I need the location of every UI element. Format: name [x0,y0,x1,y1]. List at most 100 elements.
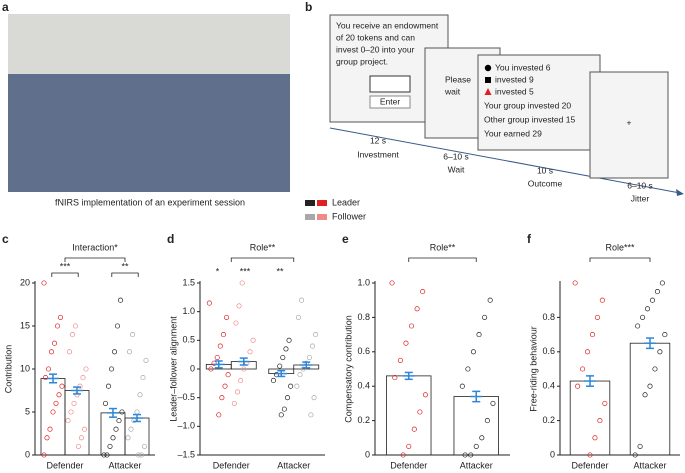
data-point [487,297,493,303]
data-point [51,340,58,346]
data-point [143,357,149,363]
screen-text: invest 0–20 into your [336,44,415,54]
data-point [284,395,291,401]
y-tick-label: 0.6 [542,346,555,356]
y-tick-label: 0 [365,449,370,459]
significance: ** [276,266,284,276]
significance: *** [240,266,251,276]
data-point [57,314,64,320]
y-axis-label: Leader–follower alignment [168,316,178,422]
y-tick-label: 5 [25,406,30,416]
data-point [125,435,131,441]
data-point [107,443,113,449]
data-point [313,332,319,338]
data-point [41,280,47,286]
data-point [134,409,140,415]
data-point [408,323,415,329]
panel-label: f [527,232,532,246]
screen-text: wait [444,86,461,96]
data-point [111,349,118,355]
stage-name: Investment [357,149,399,159]
data-point [280,354,286,361]
data-point [647,383,653,389]
data-point [652,366,658,372]
data-point [104,452,110,458]
data-point [278,412,284,418]
data-point [420,289,426,295]
x-tick-label: Defender [46,460,83,470]
data-point [113,426,119,432]
data-point [108,366,115,372]
data-point [406,443,412,449]
data-point [234,389,241,395]
data-point [80,375,86,381]
data-point [288,383,294,389]
screen-text: Your earned 29 [484,128,542,138]
y-tick-label: 0.4 [542,381,555,391]
bracket [230,257,295,262]
y-tick-label: 0 [550,449,555,459]
data-point [75,443,82,449]
data-point [459,383,465,389]
y-tick-label: 0.8 [357,312,370,322]
y-tick-label: 0.6 [357,346,370,356]
y-tick-label: 0.4 [357,381,370,391]
data-point [640,314,646,320]
screen-text: invested 5 [495,86,534,96]
data-point [241,366,247,372]
y-tick-label: 0 [25,449,30,459]
photo-caption: fNIRS implementation of an experiment se… [55,197,245,207]
bar [569,380,611,456]
data-point [283,346,289,352]
y-tick-label: 0.5 [182,335,195,345]
data-point [482,314,488,320]
data-point [484,418,490,424]
data-point [597,418,603,424]
legend-label: Leader [332,197,360,207]
stage-duration: 6–10 s [443,151,469,161]
data-point [389,280,395,286]
legend-swatch [305,214,315,220]
panel-label: a [2,0,9,14]
y-tick-label: 1.0 [357,277,370,287]
fixation: + [627,117,632,127]
bracket [408,257,477,262]
data-point [208,366,214,372]
button [369,95,411,109]
data-point [277,363,283,369]
stage-name: Wait [448,164,465,174]
y-tick-label: 0.2 [542,415,555,425]
data-point [126,349,133,355]
data-point [470,349,477,355]
stage-name: Outcome [528,178,563,188]
data-point [47,426,53,432]
data-point [400,452,406,458]
data-point [270,377,276,384]
significance: Role*** [605,242,635,252]
panel-label: d [167,232,174,246]
x-tick-label: Attacker [108,460,141,470]
data-point [300,366,306,372]
data-point [48,349,55,355]
bracket [111,272,139,277]
data-point [572,280,578,286]
data-point [632,452,638,458]
data-point [411,426,417,432]
data-point [54,323,61,329]
data-point [217,343,223,349]
data-point [72,323,79,329]
screen-text: Other group invested 15 [484,114,575,124]
data-point [81,426,88,432]
screen-text: You receive an endowment [336,20,439,30]
input-box [369,75,411,93]
icon [484,88,492,95]
significance: Interaction* [72,242,118,252]
data-point [247,349,253,355]
data-point [594,314,600,320]
data-point [397,357,403,363]
photo-floor [8,74,290,192]
data-point [602,400,608,406]
data-point [135,452,142,458]
data-point [50,409,56,415]
significance: Role** [250,242,276,252]
